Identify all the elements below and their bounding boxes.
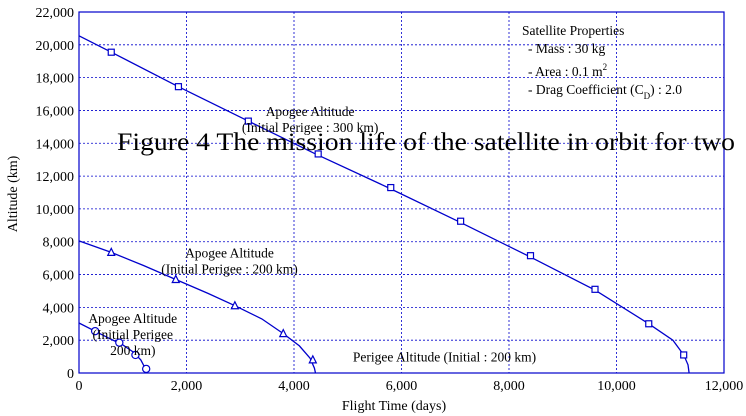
y-tick-label: 6,000 (43, 269, 75, 284)
series-1 (78, 35, 690, 374)
annotation-line: (Initial Perigee (92, 327, 173, 342)
x-tick-label: 6,000 (386, 379, 418, 394)
series-2 (78, 240, 318, 374)
annotation-line: Apogee Altitude (88, 311, 177, 326)
data-point-circle (90, 326, 100, 336)
data-point-square (244, 117, 252, 125)
data-point-square (645, 320, 653, 328)
series-layer (78, 35, 690, 374)
property-area: - Area : 0.1 m2 (528, 62, 607, 79)
annotation-2: Apogee Altitude(Initial Perigee : 200 km… (161, 245, 297, 276)
data-point-triangle (106, 247, 116, 256)
y-tick-label: 4,000 (43, 301, 75, 316)
figure-caption: Figure 4 The mission life of the satelli… (117, 129, 735, 156)
y-tick-label: 14,000 (36, 137, 75, 152)
annotation-line: Apogee Altitude (266, 104, 355, 119)
data-point-circle (131, 350, 140, 360)
data-point-circle (141, 364, 151, 374)
y-axis-title: Altitude (km) (6, 155, 21, 232)
property-mass: - Mass : 30 kg (528, 41, 605, 56)
annotation-line: (Initial Perigee : 300 km) (242, 120, 378, 135)
y-tick-label: 12,000 (36, 170, 75, 185)
data-point-square (107, 48, 115, 56)
data-point-triangle (230, 300, 240, 310)
plot-frame (78, 11, 725, 374)
data-point-circle (115, 338, 124, 347)
data-point-square (457, 217, 465, 225)
annotation-line: Apogee Altitude (185, 245, 274, 260)
tick-labels: 0 2,000 4,000 6,000 8,000 10,000 12,000 0 2,000 4… (36, 6, 744, 394)
data-point-square (591, 285, 599, 293)
x-tick-label: 2,000 (171, 379, 203, 394)
data-point-triangle (171, 274, 181, 284)
annotation-4: Perigee Altitude (Initial : 200 km) (353, 350, 536, 365)
data-point-square (526, 252, 535, 260)
properties-title: Satellite Properties (522, 23, 624, 38)
data-point-square (387, 183, 395, 192)
y-tick-label: 10,000 (36, 203, 75, 218)
y-tick-label: 16,000 (36, 104, 75, 119)
annotations: Apogee Altitude(Initial Perigee : 300 km… (88, 104, 536, 364)
x-tick-label: 12,000 (705, 379, 744, 394)
data-point-square (174, 83, 183, 91)
annotation-line: (Initial Perigee : 200 km) (161, 261, 297, 276)
y-tick-label: 22,000 (36, 6, 75, 21)
y-tick-label: 2,000 (43, 334, 75, 349)
x-tick-label: 0 (76, 379, 83, 394)
y-tick-label: 8,000 (43, 236, 75, 251)
data-point-triangle (308, 354, 318, 364)
data-point-triangle (278, 328, 288, 338)
x-tick-label: 8,000 (493, 379, 525, 394)
annotation-line: Perigee Altitude (Initial : 200 km) (353, 350, 536, 365)
annotation-line: 200 km) (110, 343, 155, 358)
annotation-1: Apogee Altitude(Initial Perigee : 300 km… (242, 104, 378, 135)
series-3 (78, 322, 151, 374)
satellite-properties-box: Satellite Properties - Mass : 30 kg - Ar… (522, 23, 682, 101)
data-point-square (680, 351, 688, 359)
x-tick-label: 10,000 (597, 379, 636, 394)
annotation-3: Apogee Altitude(Initial Perigee 200 km) (88, 311, 177, 358)
y-tick-label: 20,000 (36, 39, 75, 54)
y-tick-label: 18,000 (36, 72, 75, 87)
property-drag-coefficient: - Drag Coefficient (CD) : 2.0 (528, 82, 682, 101)
x-axis-title: Flight Time (days) (342, 399, 447, 414)
x-tick-label: 4,000 (278, 379, 310, 394)
y-tick-label: 0 (67, 367, 74, 382)
data-point-square (314, 150, 322, 158)
